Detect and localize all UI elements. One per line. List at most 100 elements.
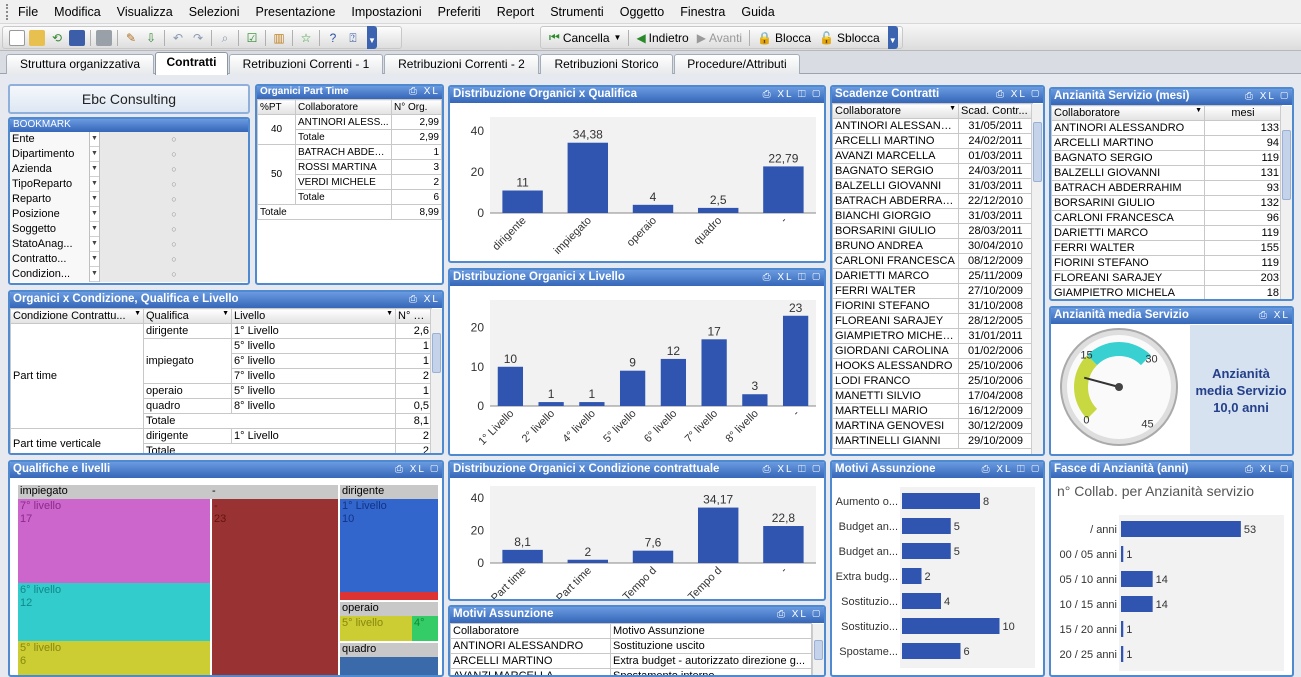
scrollbar-thumb[interactable] <box>1033 122 1042 182</box>
bookmark-row[interactable]: Condizion... ▼ ○ <box>10 266 248 282</box>
table-row[interactable]: BAGNATO SERGIO 119 <box>1051 150 1282 166</box>
plot-area[interactable] <box>490 300 816 406</box>
col-motivo[interactable]: Motivo Assunzione <box>610 623 812 639</box>
cell[interactable]: CARLONI FRANCESCA <box>1051 210 1205 226</box>
cell[interactable]: BATRACH ABDERRAHIM <box>832 193 959 209</box>
table-row[interactable]: BALZELLI GIOVANNI 31/03/2011 <box>832 178 1033 194</box>
cell[interactable]: ANTINORI ALESSANDRO <box>1051 120 1205 136</box>
bar[interactable] <box>632 550 674 563</box>
bookmark-row[interactable]: Dipartimento ▼ ○ <box>10 146 248 162</box>
search-icon[interactable]: ⌕ <box>221 30 229 45</box>
col-qualifica[interactable]: Qualifica ▼ <box>143 308 232 324</box>
scrollbar-thumb[interactable] <box>432 333 441 373</box>
cell[interactable]: GIORDANI CAROLINA <box>832 343 959 359</box>
cell[interactable]: 31/03/2011 <box>958 178 1033 194</box>
cell[interactable]: 01/03/2011 <box>958 148 1033 164</box>
col-collaboratore[interactable]: Collaboratore <box>295 99 392 115</box>
treemap-header-dirigente[interactable]: dirigente <box>340 485 438 499</box>
cell[interactable]: 6° livello <box>231 353 396 369</box>
treemap-quadro-block[interactable] <box>340 657 438 675</box>
bar[interactable] <box>902 543 951 559</box>
cell[interactable]: 29/10/2009 <box>958 433 1033 449</box>
menu-preferiti[interactable]: Preferiti <box>437 4 481 19</box>
cell[interactable]: 8° livello <box>231 398 396 414</box>
cell[interactable]: 08/12/2009 <box>958 253 1033 269</box>
col-collaboratore[interactable]: Collaboratore ▼ <box>832 103 959 119</box>
edit-script-icon[interactable]: ✎ <box>125 30 137 45</box>
cell[interactable]: 94 <box>1204 135 1282 151</box>
table-row[interactable]: MANETTI SILVIO 17/04/2008 <box>832 388 1033 404</box>
cell[interactable]: ARCELLI MARTINO <box>450 653 611 669</box>
cell[interactable]: 30/12/2009 <box>958 418 1033 434</box>
bookmark-field[interactable]: StatoAnag... <box>10 236 90 252</box>
cell[interactable]: Spostamento interno <box>610 668 812 675</box>
panel-controls[interactable]: ⎙ XL ▢ <box>1244 464 1290 475</box>
sblocca-button[interactable]: 🔓 Sblocca <box>819 31 880 45</box>
bar[interactable] <box>1121 646 1124 662</box>
new-icon[interactable] <box>9 29 25 46</box>
plot-area[interactable] <box>900 487 1035 668</box>
bookmark-field[interactable]: Reparto <box>10 191 90 207</box>
cancella-button[interactable]: ⏮ Cancella ▼ <box>549 30 621 45</box>
scrollbar[interactable] <box>812 624 824 675</box>
cell[interactable]: LODI FRANCO <box>832 373 959 389</box>
bar[interactable] <box>1121 521 1241 537</box>
chevron-down-icon[interactable]: ▼ <box>1195 107 1202 114</box>
cell[interactable]: 18 <box>1204 285 1282 299</box>
cell[interactable]: operaio <box>143 383 232 399</box>
table-row[interactable]: BATRACH ABDERRAHIM 93 <box>1051 180 1282 196</box>
bookmark-field[interactable]: TipoReparto <box>10 176 90 192</box>
cell[interactable]: MARTINA GENOVESI <box>832 418 959 434</box>
tab-procedure[interactable]: Procedure/Attributi <box>674 54 800 74</box>
cell[interactable]: FIORINI STEFANO <box>832 298 959 314</box>
table-row[interactable]: FLOREANI SARAJEY 28/12/2005 <box>832 313 1033 329</box>
bar[interactable] <box>502 190 543 213</box>
cell[interactable]: 31/01/2011 <box>958 328 1033 344</box>
open-icon[interactable] <box>29 29 45 46</box>
scrollbar-thumb[interactable] <box>814 640 823 660</box>
chevron-down-icon[interactable]: ▼ <box>90 206 100 222</box>
chevron-down-icon[interactable]: ▼ <box>134 310 141 317</box>
table-row[interactable]: HOOKS ALESSANDRO 25/10/2006 <box>832 358 1033 374</box>
bar[interactable] <box>697 507 739 563</box>
menu-impostazioni[interactable]: Impostazioni <box>351 4 422 19</box>
bar[interactable] <box>742 394 768 406</box>
menu-presentazione[interactable]: Presentazione <box>255 4 336 19</box>
cell[interactable]: 25/11/2009 <box>958 268 1033 284</box>
bar[interactable] <box>619 370 646 406</box>
scrollbar-thumb[interactable] <box>1282 130 1291 200</box>
table-row[interactable]: ANTINORI ALESSANDRO 31/05/2011 <box>832 118 1033 134</box>
bar[interactable] <box>782 315 809 406</box>
bookmark-field[interactable]: Contratto... <box>10 251 90 267</box>
treemap-impiegato-5[interactable]: 5° livello 6 <box>18 641 210 675</box>
cell[interactable]: 16/12/2009 <box>958 403 1033 419</box>
table-row[interactable]: CARLONI FRANCESCA 96 <box>1051 210 1282 226</box>
menu-visualizza[interactable]: Visualizza <box>116 4 173 19</box>
bar[interactable] <box>660 358 687 406</box>
menu-modifica[interactable]: Modifica <box>54 4 101 19</box>
table-row[interactable]: GIAMPIETRO MICHELA 18 <box>1051 285 1282 299</box>
table-row[interactable]: MARTINA GENOVESI 30/12/2009 <box>832 418 1033 434</box>
table-row[interactable]: DARIETTI MARCO 119 <box>1051 225 1282 241</box>
cell[interactable]: 25/10/2006 <box>958 358 1033 374</box>
cell[interactable]: GIAMPIETRO MICHELA <box>832 328 959 344</box>
cell[interactable]: 01/02/2006 <box>958 343 1033 359</box>
treemap-header-dash[interactable]: - <box>210 485 338 499</box>
treemap-impiegato-6[interactable]: 6° livello 12 <box>18 583 210 641</box>
undo-icon[interactable]: ↶ <box>172 30 184 45</box>
panel-controls[interactable]: ⎙ XL ▢ <box>394 464 440 475</box>
chevron-down-icon[interactable]: ▼ <box>90 161 100 177</box>
cell[interactable]: CARLONI FRANCESCA <box>832 253 959 269</box>
col-collaboratore[interactable]: Collaboratore ▼ <box>1051 105 1205 121</box>
cell[interactable]: ANTINORI ALESS... <box>295 114 392 130</box>
cell[interactable]: BIANCHI GIORGIO <box>832 208 959 224</box>
cell[interactable]: 5° livello <box>231 383 396 399</box>
plot-area[interactable] <box>490 117 816 213</box>
col-scadenza[interactable]: Scad. Contr... <box>958 103 1033 119</box>
menu-strumenti[interactable]: Strumenti <box>550 4 604 19</box>
cell[interactable]: 119 <box>1204 225 1282 241</box>
treemap-header-quadro[interactable]: quadro <box>340 643 438 657</box>
context-help-icon[interactable]: ⍰ <box>349 30 357 45</box>
scrollbar[interactable] <box>1280 106 1292 299</box>
cell[interactable]: ARCELLI MARTINO <box>1051 135 1205 151</box>
